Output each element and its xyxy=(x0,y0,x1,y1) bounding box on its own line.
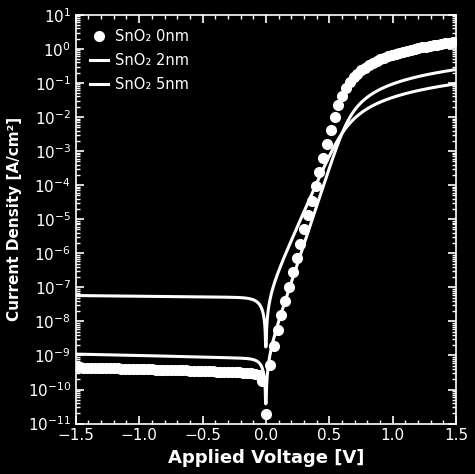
SnO₂ 0nm xyxy=(301,227,307,232)
SnO₂ 0nm xyxy=(435,42,440,47)
SnO₂ 2nm xyxy=(453,67,459,73)
SnO₂ 0nm xyxy=(423,44,429,50)
SnO₂ 0nm xyxy=(271,343,276,349)
SnO₂ 5nm xyxy=(96,293,102,299)
SnO₂ 5nm xyxy=(315,176,321,182)
Line: SnO₂ 0nm: SnO₂ 0nm xyxy=(71,37,457,419)
SnO₂ 2nm xyxy=(362,97,368,102)
X-axis label: Applied Voltage [V]: Applied Voltage [V] xyxy=(168,449,364,467)
SnO₂ 5nm xyxy=(304,202,310,208)
SnO₂ 2nm xyxy=(73,351,79,357)
SnO₂ 0nm xyxy=(263,411,269,417)
SnO₂ 5nm xyxy=(401,91,407,97)
SnO₂ 0nm xyxy=(145,366,151,372)
SnO₂ 2nm xyxy=(96,352,102,357)
SnO₂ 0nm xyxy=(161,367,166,373)
SnO₂ 0nm xyxy=(450,39,456,45)
SnO₂ 5nm xyxy=(294,225,300,230)
SnO₂ 5nm xyxy=(263,344,268,350)
SnO₂ 0nm xyxy=(73,365,79,370)
SnO₂ 5nm xyxy=(362,108,368,113)
Line: SnO₂ 2nm: SnO₂ 2nm xyxy=(76,70,456,404)
SnO₂ 2nm xyxy=(401,78,407,83)
SnO₂ 2nm xyxy=(263,401,268,407)
SnO₂ 5nm xyxy=(73,293,79,299)
SnO₂ 5nm xyxy=(453,81,459,87)
Legend: SnO₂ 0nm, SnO₂ 2nm, SnO₂ 5nm: SnO₂ 0nm, SnO₂ 2nm, SnO₂ 5nm xyxy=(83,22,197,99)
Line: SnO₂ 5nm: SnO₂ 5nm xyxy=(76,84,456,347)
SnO₂ 2nm xyxy=(304,232,310,238)
SnO₂ 2nm xyxy=(315,198,321,203)
Y-axis label: Current Density [A/cm²]: Current Density [A/cm²] xyxy=(7,117,22,321)
SnO₂ 2nm xyxy=(294,262,300,268)
